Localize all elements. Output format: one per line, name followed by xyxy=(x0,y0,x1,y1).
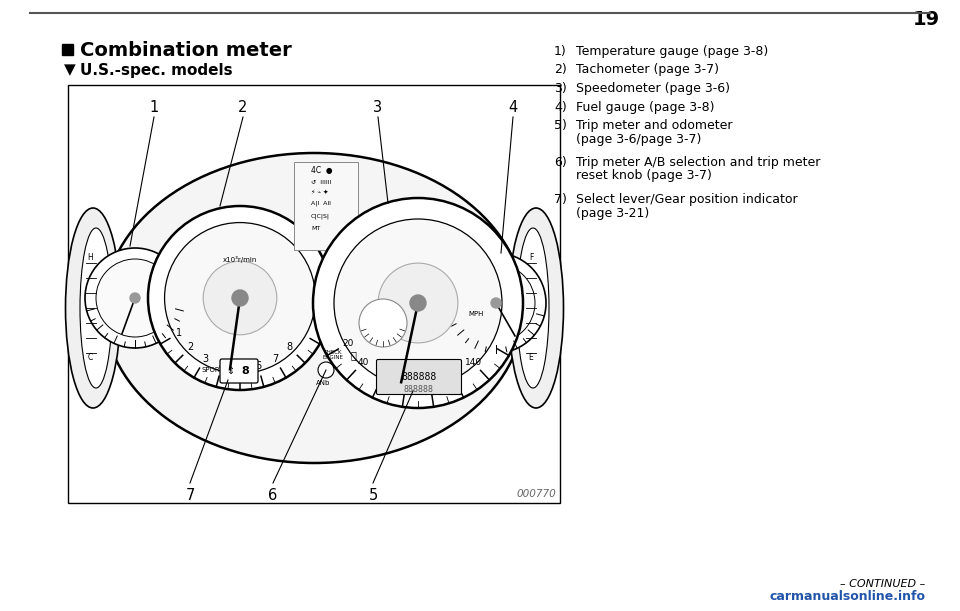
Text: ↺  IIIIII: ↺ IIIIII xyxy=(311,180,331,185)
Text: 4C  ●: 4C ● xyxy=(311,166,332,175)
Bar xyxy=(68,85,560,503)
Text: x10³r/min: x10³r/min xyxy=(223,256,257,263)
Text: 4: 4 xyxy=(509,100,517,114)
Ellipse shape xyxy=(517,228,549,388)
Text: 80: 80 xyxy=(400,379,412,387)
Text: 5): 5) xyxy=(554,119,566,132)
Text: 8: 8 xyxy=(286,343,293,353)
Ellipse shape xyxy=(509,208,564,408)
Text: 7): 7) xyxy=(554,193,566,206)
Text: Tachometer (page 3-7): Tachometer (page 3-7) xyxy=(576,64,719,76)
Text: 100: 100 xyxy=(421,379,439,387)
Text: C: C xyxy=(87,354,92,362)
Bar xyxy=(294,162,358,250)
Circle shape xyxy=(313,198,523,408)
Text: 2: 2 xyxy=(187,343,194,353)
Text: ⛽: ⛽ xyxy=(350,350,356,360)
Text: 19: 19 xyxy=(913,10,940,29)
Text: 7: 7 xyxy=(185,488,195,502)
Text: 7: 7 xyxy=(272,354,278,364)
Circle shape xyxy=(378,263,458,343)
Text: 60: 60 xyxy=(377,371,389,381)
Text: 5: 5 xyxy=(237,363,243,373)
Text: 1: 1 xyxy=(177,328,182,338)
Text: 888888: 888888 xyxy=(404,386,434,395)
Text: 140: 140 xyxy=(465,358,482,367)
Circle shape xyxy=(85,248,185,348)
Text: 6): 6) xyxy=(554,156,566,169)
Text: 000770: 000770 xyxy=(516,489,556,499)
Circle shape xyxy=(318,362,334,378)
Text: 3: 3 xyxy=(373,100,383,114)
Text: MPH: MPH xyxy=(468,310,484,316)
Text: SPORT: SPORT xyxy=(202,367,225,373)
Circle shape xyxy=(410,295,426,311)
Text: 3: 3 xyxy=(202,354,208,364)
Text: C|C|S|: C|C|S| xyxy=(311,213,330,219)
Text: E: E xyxy=(529,354,534,362)
Circle shape xyxy=(148,206,332,390)
Text: F: F xyxy=(529,254,533,263)
Circle shape xyxy=(457,264,535,342)
Text: 4: 4 xyxy=(219,360,225,371)
Text: H: H xyxy=(87,254,93,263)
Text: (page 3-6/page 3-7): (page 3-6/page 3-7) xyxy=(576,133,702,145)
Text: 5: 5 xyxy=(369,488,377,502)
Text: ▼: ▼ xyxy=(64,62,76,78)
Text: Trip meter A/B selection and trip meter: Trip meter A/B selection and trip meter xyxy=(576,156,821,169)
Circle shape xyxy=(96,259,174,337)
Text: MT: MT xyxy=(311,225,321,230)
Circle shape xyxy=(359,299,407,347)
Text: ANb: ANb xyxy=(316,380,330,386)
Text: carmanualsonline.info: carmanualsonline.info xyxy=(769,590,925,603)
Text: Trip meter and odometer: Trip meter and odometer xyxy=(576,119,732,132)
Text: ⚡ ⌁ ✦: ⚡ ⌁ ✦ xyxy=(311,189,328,194)
Text: Temperature gauge (page 3-8): Temperature gauge (page 3-8) xyxy=(576,45,768,58)
Text: 20: 20 xyxy=(342,339,353,348)
Circle shape xyxy=(446,253,546,353)
Text: 4): 4) xyxy=(554,100,566,114)
Text: 1: 1 xyxy=(150,100,158,114)
Text: CHECK
ENGINE: CHECK ENGINE xyxy=(323,349,344,360)
Text: – CONTINUED –: – CONTINUED – xyxy=(840,579,925,589)
Text: 6: 6 xyxy=(255,360,261,371)
FancyBboxPatch shape xyxy=(376,359,462,395)
Text: 2: 2 xyxy=(238,100,248,114)
Text: (page 3-21): (page 3-21) xyxy=(576,207,649,219)
Text: U.S.-spec. models: U.S.-spec. models xyxy=(80,62,232,78)
Text: 40: 40 xyxy=(357,358,369,367)
Bar xyxy=(62,44,73,55)
Text: 1): 1) xyxy=(554,45,566,58)
Text: ⇕: ⇕ xyxy=(226,366,234,376)
Text: 888888: 888888 xyxy=(401,372,437,382)
Text: 120: 120 xyxy=(444,371,462,381)
Circle shape xyxy=(204,261,276,335)
Circle shape xyxy=(491,298,501,308)
Ellipse shape xyxy=(65,208,121,408)
Text: Speedometer (page 3-6): Speedometer (page 3-6) xyxy=(576,82,730,95)
Circle shape xyxy=(232,290,248,306)
Ellipse shape xyxy=(104,153,524,463)
Text: 6: 6 xyxy=(269,488,277,502)
Ellipse shape xyxy=(80,228,112,388)
Text: reset knob (page 3-7): reset knob (page 3-7) xyxy=(576,169,712,183)
Circle shape xyxy=(334,219,502,387)
Text: A|l  All: A|l All xyxy=(311,200,331,206)
Text: 3): 3) xyxy=(554,82,566,95)
Circle shape xyxy=(130,293,140,303)
Text: 8: 8 xyxy=(241,366,249,376)
Text: Combination meter: Combination meter xyxy=(80,40,292,59)
Circle shape xyxy=(164,222,316,373)
Text: 2): 2) xyxy=(554,64,566,76)
FancyBboxPatch shape xyxy=(220,359,258,383)
Text: Select lever/Gear position indicator: Select lever/Gear position indicator xyxy=(576,193,798,206)
Text: Fuel gauge (page 3-8): Fuel gauge (page 3-8) xyxy=(576,100,714,114)
